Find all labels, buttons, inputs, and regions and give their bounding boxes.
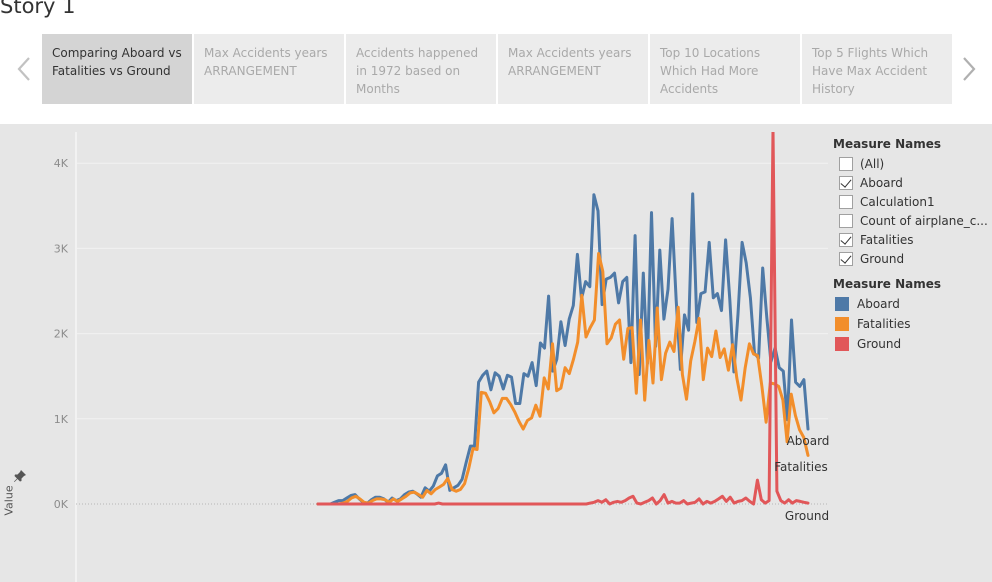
color-legend-title: Measure Names (833, 277, 942, 291)
filter-item[interactable]: (All) (833, 154, 992, 173)
filter-item[interactable]: Count of airplane_c... (833, 211, 992, 230)
color-legend-item[interactable]: Ground (833, 334, 992, 354)
story-point-tab[interactable]: Top 5 Flights Which Have Max Accident Hi… (802, 34, 952, 104)
checkmark-icon (840, 251, 852, 264)
color-legend-item[interactable]: Fatalities (833, 314, 992, 334)
filter-item[interactable]: Aboard (833, 173, 992, 192)
filter-legend-title: Measure Names (833, 137, 942, 151)
filter-checkbox[interactable] (839, 194, 853, 209)
series-line-ground[interactable] (316, 129, 810, 506)
line-chart[interactable]: 0K 1K 2K 3K 4K Aboard Fatalities Ground (0, 124, 992, 582)
story-title: Story 1 (0, 0, 76, 18)
checkmark-icon (840, 232, 852, 245)
filter-item[interactable]: Fatalities (833, 230, 992, 249)
series-end-label: Fatalities (774, 460, 828, 474)
story-point-tab[interactable]: Comparing Aboard vs Fatalities vs Ground (42, 34, 192, 104)
y-tick-label: 3K (54, 242, 69, 255)
filter-checkbox[interactable] (839, 175, 853, 190)
color-legend-label: Ground (857, 337, 902, 351)
color-swatch (835, 317, 849, 331)
y-axis-title: Value (2, 485, 16, 516)
color-legend-label: Aboard (857, 297, 900, 311)
filter-item-label: (All) (860, 156, 885, 171)
story-point-tab[interactable]: Top 10 Locations Which Had More Accident… (650, 34, 800, 104)
previous-story-point-button[interactable] (12, 52, 38, 86)
series-line-fatalities[interactable] (316, 252, 810, 506)
story-point-tab[interactable]: Accidents happened in 1972 based on Mont… (346, 34, 496, 104)
color-legend-label: Fatalities (857, 317, 911, 331)
color-legend: Aboard Fatalities Ground (833, 294, 992, 354)
series-end-label: Ground (785, 509, 829, 523)
y-tick-label: 1K (54, 413, 69, 426)
filter-checkbox[interactable] (839, 232, 853, 247)
color-swatch (835, 297, 849, 311)
story-point-tab[interactable]: Max Accidents years ARRANGEMENT (498, 34, 648, 104)
filter-checkbox[interactable] (839, 213, 853, 228)
y-tick-label: 4K (54, 157, 69, 170)
pin-icon[interactable] (13, 469, 27, 483)
story-point-tab[interactable]: Max Accidents years ARRANGEMENT (194, 34, 344, 104)
color-swatch (835, 337, 849, 351)
visualization-area: 0K 1K 2K 3K 4K Aboard Fatalities Ground Value (0, 124, 992, 582)
filter-item-label: Calculation1 (860, 194, 935, 209)
measure-names-filter: (All) Aboard Calculation1 Count of airplane… (833, 154, 992, 268)
series-end-label: Aboard (787, 434, 830, 448)
checkmark-icon (840, 175, 852, 188)
filter-checkbox[interactable] (839, 251, 853, 266)
chevron-left-icon (17, 57, 30, 81)
filter-item-label: Fatalities (860, 232, 914, 247)
legend-panel: Measure Names (All) Aboard Calculation1 Cou… (833, 134, 992, 354)
filter-item[interactable]: Calculation1 (833, 192, 992, 211)
filter-item-label: Ground (860, 251, 905, 266)
filter-item[interactable]: Ground (833, 249, 992, 268)
filter-item-label: Count of airplane_c... (860, 213, 988, 228)
color-legend-item[interactable]: Aboard (833, 294, 992, 314)
filter-item-label: Aboard (860, 175, 903, 190)
y-tick-label: 2K (54, 328, 69, 341)
chevron-right-icon (963, 57, 976, 81)
next-story-point-button[interactable] (956, 52, 982, 86)
story-navigator: Comparing Aboard vs Fatalities vs Ground… (42, 34, 952, 104)
y-tick-label: 0K (54, 498, 69, 511)
filter-checkbox[interactable] (839, 156, 853, 171)
